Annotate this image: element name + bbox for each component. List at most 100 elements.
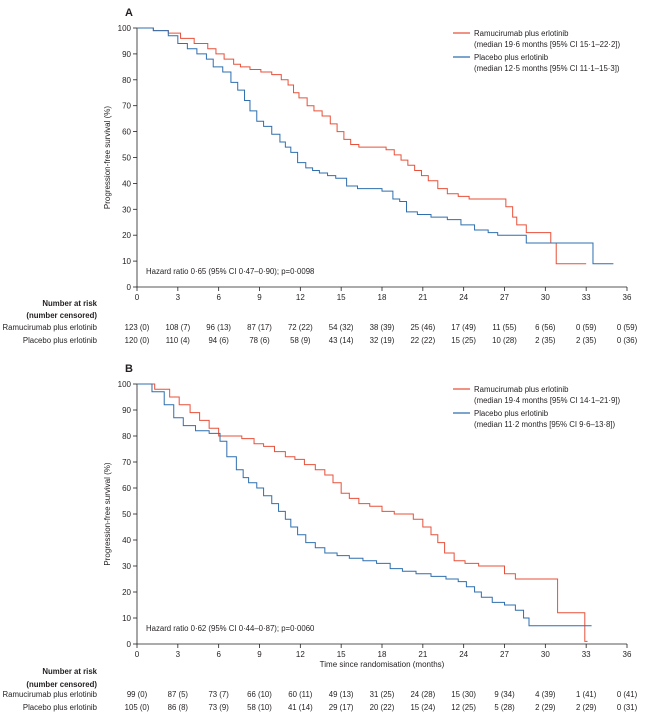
x-tick-label: 9 xyxy=(257,650,262,659)
risk-count: 29 (17) xyxy=(329,703,354,712)
x-tick-label: 36 xyxy=(623,650,632,659)
x-tick-label: 27 xyxy=(500,650,509,659)
x-tick-label: 24 xyxy=(459,293,468,302)
risk-table-header: Number at risk xyxy=(42,667,97,676)
risk-count: 73 (7) xyxy=(208,690,229,699)
risk-count: 0 (41) xyxy=(617,690,638,699)
risk-count: 10 (28) xyxy=(492,336,517,345)
x-tick-label: 12 xyxy=(296,293,305,302)
risk-count: 38 (39) xyxy=(370,323,395,332)
x-tick-label: 18 xyxy=(378,650,387,659)
x-tick-label: 3 xyxy=(176,650,181,659)
x-tick-label: 15 xyxy=(337,650,346,659)
risk-count: 49 (13) xyxy=(329,690,354,699)
risk-table-header: Number at risk xyxy=(42,299,97,308)
x-tick-label: 3 xyxy=(176,293,181,302)
risk-count: 6 (56) xyxy=(535,323,556,332)
risk-row-label: Placebo plus erlotinib xyxy=(23,336,98,345)
legend-label: Placebo plus erlotinib xyxy=(474,53,549,62)
risk-count: 87 (17) xyxy=(247,323,272,332)
risk-count: 72 (22) xyxy=(288,323,313,332)
risk-count: 108 (7) xyxy=(165,323,190,332)
x-tick-label: 21 xyxy=(418,293,427,302)
risk-count: 60 (11) xyxy=(288,690,313,699)
placebo-survival-curve xyxy=(137,383,592,627)
risk-row-label: Ramucirumab plus erlotinib xyxy=(3,323,98,332)
risk-count: 15 (25) xyxy=(451,336,476,345)
risk-count: 87 (5) xyxy=(168,690,189,699)
legend-median: (median 19·6 months [95% CI 15·1–22·2]) xyxy=(474,40,620,49)
risk-count: 2 (29) xyxy=(535,703,556,712)
legend-label: Placebo plus erlotinib xyxy=(474,409,549,418)
risk-count: 43 (14) xyxy=(329,336,354,345)
risk-count: 105 (0) xyxy=(125,703,150,712)
risk-count: 2 (29) xyxy=(576,703,597,712)
y-tick-label: 10 xyxy=(122,257,131,266)
y-tick-label: 50 xyxy=(122,510,131,519)
x-tick-label: 0 xyxy=(135,293,140,302)
y-tick-label: 30 xyxy=(122,205,131,214)
risk-count: 17 (49) xyxy=(451,323,476,332)
x-tick-label: 21 xyxy=(418,650,427,659)
x-tick-label: 27 xyxy=(500,293,509,302)
risk-count: 120 (0) xyxy=(125,336,150,345)
risk-count: 25 (46) xyxy=(410,323,435,332)
risk-row-label: Ramucirumab plus erlotinib xyxy=(3,690,98,699)
y-tick-label: 60 xyxy=(122,128,131,137)
y-tick-label: 50 xyxy=(122,154,131,163)
risk-count: 86 (8) xyxy=(168,703,189,712)
y-axis-label: Progression-free survival (%) xyxy=(103,106,112,209)
risk-count: 12 (25) xyxy=(451,703,476,712)
y-tick-label: 80 xyxy=(122,76,131,85)
risk-count: 41 (14) xyxy=(288,703,313,712)
risk-count: 0 (31) xyxy=(617,703,638,712)
risk-count: 123 (0) xyxy=(125,323,150,332)
risk-count: 15 (24) xyxy=(410,703,435,712)
y-tick-label: 70 xyxy=(122,102,131,111)
legend-label: Ramucirumab plus erlotinib xyxy=(474,385,569,394)
legend-median: (median 12·5 months [95% CI 11·1–15·3]) xyxy=(474,64,620,73)
risk-count: 110 (4) xyxy=(166,336,191,345)
legend-median: (median 19·4 months [95% CI 14·1–21·9]) xyxy=(474,396,620,405)
panel-label: B xyxy=(125,363,133,375)
risk-count: 78 (6) xyxy=(249,336,270,345)
risk-count: 24 (28) xyxy=(410,690,435,699)
x-tick-label: 33 xyxy=(582,650,591,659)
y-tick-label: 80 xyxy=(122,432,131,441)
risk-count: 96 (13) xyxy=(206,323,231,332)
risk-count: 2 (35) xyxy=(576,336,597,345)
y-tick-label: 30 xyxy=(122,562,131,571)
legend-median: (median 11·2 months [95% CI 9·6–13·8]) xyxy=(474,420,616,429)
x-tick-label: 36 xyxy=(623,293,632,302)
y-tick-label: 0 xyxy=(127,640,132,649)
risk-count: 73 (9) xyxy=(208,703,229,712)
risk-count: 9 (34) xyxy=(494,690,515,699)
risk-count: 2 (35) xyxy=(535,336,556,345)
risk-count: 0 (59) xyxy=(576,323,597,332)
risk-row-label: Placebo plus erlotinib xyxy=(23,703,98,712)
y-tick-label: 40 xyxy=(122,536,131,545)
risk-count: 99 (0) xyxy=(127,690,148,699)
risk-count: 58 (9) xyxy=(290,336,311,345)
x-axis-label: Time since randomisation (months) xyxy=(320,660,445,669)
hazard-ratio-annotation: Hazard ratio 0·62 (95% CI 0·44–0·87); p=… xyxy=(146,624,315,633)
risk-count: 54 (32) xyxy=(329,323,354,332)
y-tick-label: 100 xyxy=(118,380,132,389)
y-axis-label: Progression-free survival (%) xyxy=(103,462,112,565)
y-tick-label: 0 xyxy=(127,283,132,292)
risk-count: 32 (19) xyxy=(370,336,395,345)
y-tick-label: 20 xyxy=(122,588,131,597)
panel-label: A xyxy=(125,7,133,19)
x-tick-label: 30 xyxy=(541,293,550,302)
x-tick-label: 0 xyxy=(135,650,140,659)
y-tick-label: 90 xyxy=(122,50,131,59)
risk-count: 1 (41) xyxy=(576,690,597,699)
y-tick-label: 10 xyxy=(122,614,131,623)
risk-count: 15 (30) xyxy=(451,690,476,699)
x-tick-label: 33 xyxy=(582,293,591,302)
risk-count: 58 (10) xyxy=(247,703,272,712)
x-tick-label: 18 xyxy=(378,293,387,302)
